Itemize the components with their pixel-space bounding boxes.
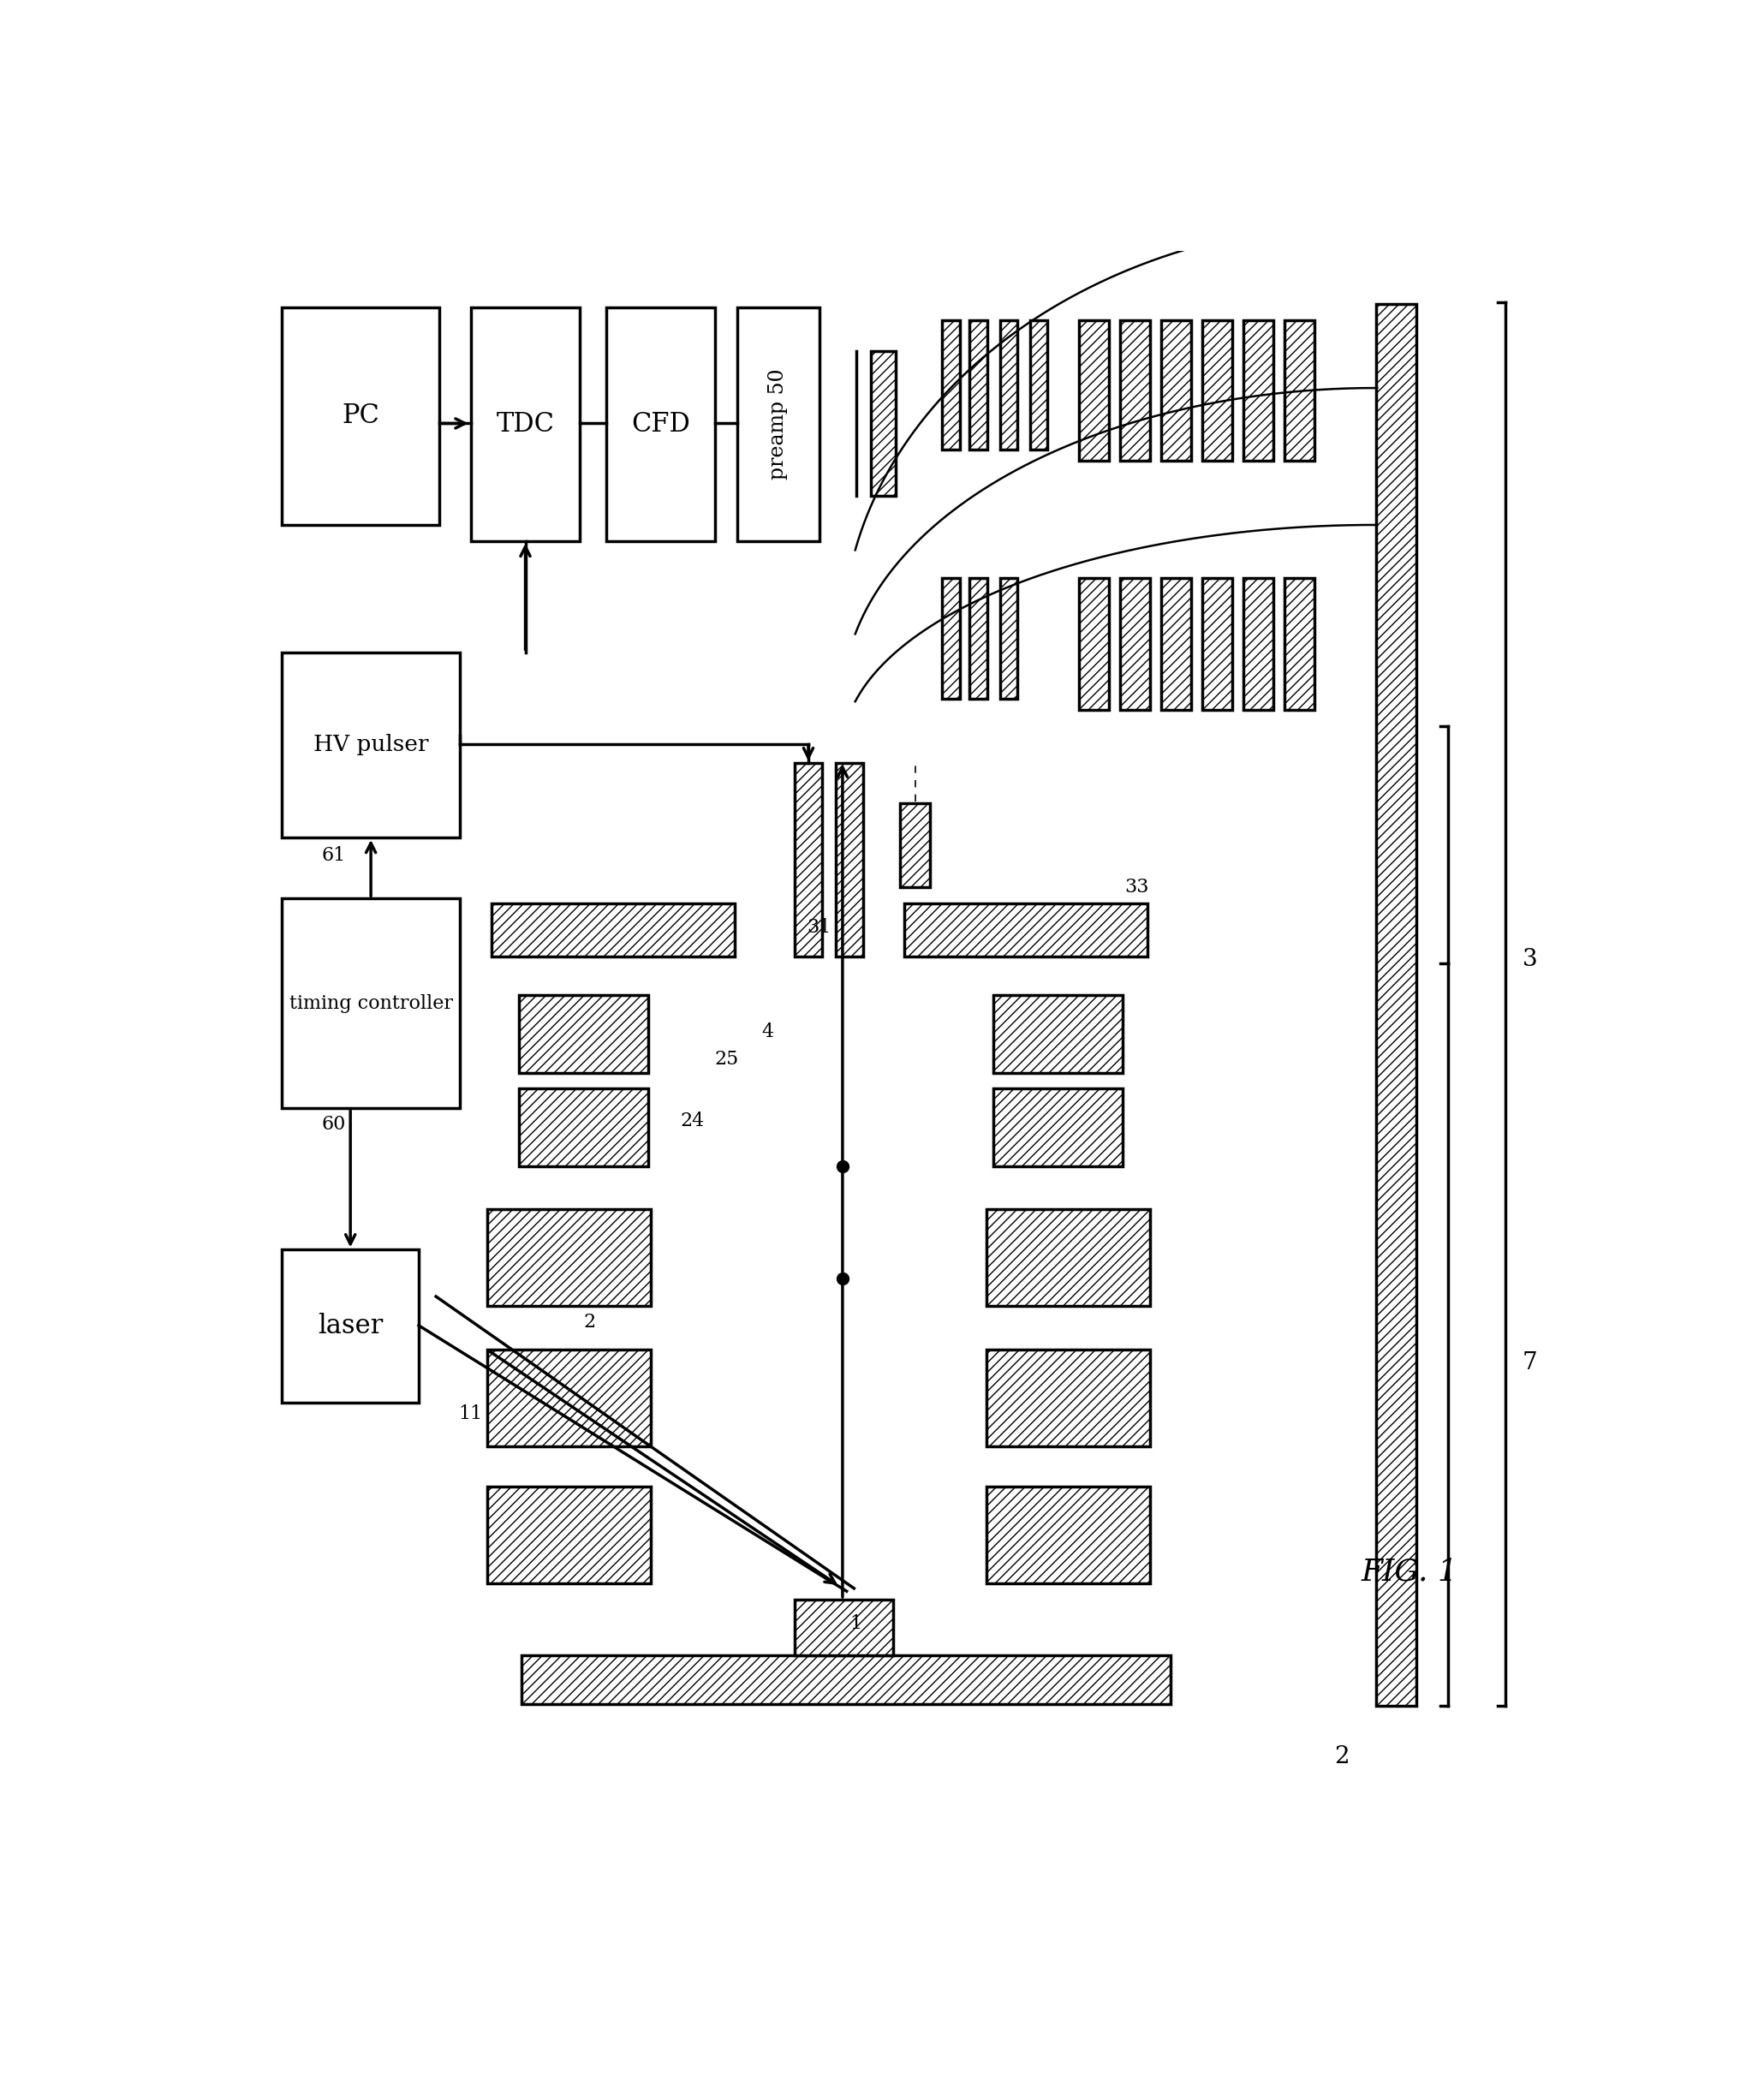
Bar xyxy=(1284,577,1314,709)
Bar xyxy=(1244,577,1274,709)
Bar xyxy=(1161,320,1191,460)
Bar xyxy=(1376,303,1416,1705)
Bar xyxy=(794,764,822,956)
Bar xyxy=(903,904,1147,956)
Text: HV pulser: HV pulser xyxy=(314,734,429,755)
Bar xyxy=(970,320,988,450)
Bar xyxy=(519,1088,649,1165)
Bar xyxy=(993,1088,1122,1165)
Text: 2: 2 xyxy=(1334,1745,1349,1768)
Bar xyxy=(1120,577,1150,709)
Bar xyxy=(522,1655,1171,1705)
Bar xyxy=(900,803,930,887)
Bar xyxy=(794,1598,893,1655)
Bar xyxy=(1030,320,1048,450)
Text: 31: 31 xyxy=(808,918,831,937)
Bar xyxy=(487,1349,651,1446)
Bar xyxy=(487,1487,651,1584)
Bar xyxy=(282,900,460,1109)
Text: 61: 61 xyxy=(321,845,346,864)
Text: 2: 2 xyxy=(584,1314,596,1333)
Bar xyxy=(282,653,460,837)
Bar xyxy=(836,764,863,956)
Bar xyxy=(490,904,734,956)
Text: 25: 25 xyxy=(714,1050,739,1069)
Bar xyxy=(1000,320,1018,450)
Bar xyxy=(1120,320,1150,460)
Bar xyxy=(942,320,960,450)
Text: 4: 4 xyxy=(762,1023,773,1042)
Bar xyxy=(1080,577,1110,709)
Bar xyxy=(993,996,1122,1073)
Text: 1: 1 xyxy=(850,1615,863,1634)
Bar xyxy=(986,1209,1150,1305)
Bar xyxy=(871,351,896,496)
Text: 11: 11 xyxy=(459,1404,483,1423)
Bar xyxy=(1201,577,1231,709)
Bar xyxy=(282,1249,418,1404)
Text: timing controller: timing controller xyxy=(289,994,453,1013)
Text: 60: 60 xyxy=(321,1115,346,1134)
Text: FIG. 1: FIG. 1 xyxy=(1362,1556,1459,1586)
Text: CFD: CFD xyxy=(632,410,690,437)
Text: PC: PC xyxy=(342,404,379,429)
Bar xyxy=(1284,320,1314,460)
Text: preamp 50: preamp 50 xyxy=(769,368,789,479)
Text: 3: 3 xyxy=(1522,948,1538,971)
Text: 7: 7 xyxy=(1522,1351,1538,1374)
Text: 33: 33 xyxy=(1124,879,1148,897)
Bar xyxy=(1201,320,1231,460)
Bar xyxy=(737,308,818,542)
Bar xyxy=(1080,320,1110,460)
Bar xyxy=(1000,577,1018,699)
Text: TDC: TDC xyxy=(496,410,554,437)
Bar xyxy=(986,1487,1150,1584)
Bar xyxy=(1244,320,1274,460)
Bar xyxy=(471,308,580,542)
Bar xyxy=(487,1209,651,1305)
Bar xyxy=(282,308,439,525)
Bar xyxy=(607,308,716,542)
Text: laser: laser xyxy=(318,1314,383,1339)
Text: 24: 24 xyxy=(681,1111,704,1130)
Bar xyxy=(942,577,960,699)
Bar xyxy=(519,996,649,1073)
Bar xyxy=(970,577,988,699)
Bar xyxy=(1161,577,1191,709)
Bar xyxy=(986,1349,1150,1446)
